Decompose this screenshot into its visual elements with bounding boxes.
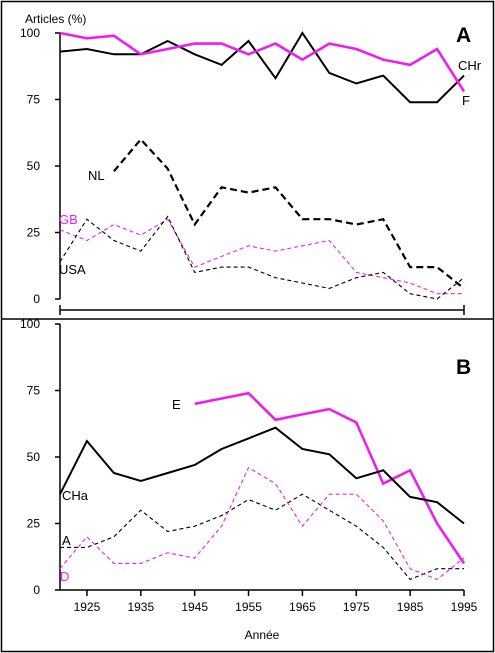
panel-a-y-tick-label: 100	[20, 26, 40, 40]
series-line-usa	[59, 215, 465, 300]
series-label-f: F	[462, 93, 470, 108]
panel-a-series	[59, 31, 466, 300]
panel-a-y-tick-label: 75	[27, 93, 41, 107]
panel-a-letter: A	[456, 24, 471, 47]
series-label-nl: NL	[88, 168, 105, 183]
series-label-a: A	[62, 533, 71, 548]
panel-a-ylabel: Articles (%)	[25, 12, 86, 26]
series-label-gb: GB	[59, 212, 78, 227]
series-label-usa: USA	[59, 262, 86, 277]
panel-b-y-tick-label: 25	[27, 517, 41, 531]
panel-b-x-tick-label: 1925	[74, 600, 101, 614]
panel-a-labels: Articles (%) A CHr F NL GB USA	[25, 12, 482, 277]
series-label-e: E	[172, 397, 181, 412]
panel-b-y-tick-label: 0	[33, 583, 40, 597]
panel-b-axes: 0 25 50 75 100 1925 1935 1945 1955 1965 1975 1985 19…	[20, 317, 478, 614]
panel-b-y-tick-label: 100	[20, 317, 40, 331]
series-label-d: D	[60, 569, 69, 584]
panel-b-x-tick-label: 1975	[343, 600, 370, 614]
panel-b-series	[59, 391, 466, 581]
series-label-chr: CHr	[458, 58, 482, 73]
x-axis-title: Année	[245, 628, 280, 642]
series-label-cha: CHa	[62, 488, 89, 503]
panel-b-y-tick-label: 50	[27, 450, 41, 464]
series-line-nl	[113, 137, 465, 290]
panel-b-y-tick-label: 75	[27, 384, 41, 398]
panel-b-x-tick-label: 1935	[127, 600, 154, 614]
panel-b-x-tick-label: 1955	[235, 600, 262, 614]
panel-a: 0 25 50 75 100 Articles (%) A CHr F NL GB US…	[20, 12, 482, 315]
panel-a-y-tick-label: 50	[27, 159, 41, 173]
panel-b-x-tick-label: 1985	[397, 600, 424, 614]
panel-a-y-tick-label: 0	[33, 292, 40, 306]
panel-b: 0 25 50 75 100 1925 1935 1945 1955 1965 1975 1985 19…	[20, 317, 478, 642]
series-line-e	[194, 391, 466, 565]
panel-b-x-tick-label: 1995	[451, 600, 478, 614]
series-line-f	[59, 31, 466, 93]
series-line-chr	[59, 31, 465, 104]
panel-b-letter: B	[456, 356, 471, 379]
panel-b-labels: B E CHa A D Année	[60, 356, 471, 642]
panel-b-x-tick-label: 1945	[181, 600, 208, 614]
panel-a-y-tick-label: 25	[27, 226, 41, 240]
series-line-gb	[59, 218, 464, 295]
panel-b-x-tick-label: 1965	[289, 600, 316, 614]
panel-a-axes: 0 25 50 75 100	[20, 26, 465, 315]
series-line-a	[60, 493, 464, 581]
series-line-cha	[59, 426, 465, 525]
series-line-d	[59, 466, 465, 581]
